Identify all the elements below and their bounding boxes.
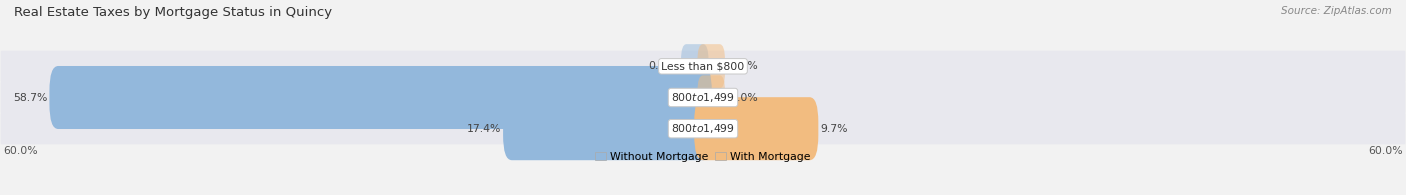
FancyBboxPatch shape [49,66,711,129]
Text: 9.7%: 9.7% [821,124,848,134]
Text: 60.0%: 60.0% [1368,145,1403,156]
Text: 0.0%: 0.0% [731,92,758,103]
FancyBboxPatch shape [681,44,709,89]
Text: 58.7%: 58.7% [13,92,48,103]
Text: 0.0%: 0.0% [731,61,758,71]
FancyBboxPatch shape [0,51,1406,82]
Legend: Without Mortgage, With Mortgage: Without Mortgage, With Mortgage [591,148,815,166]
Text: 0.0%: 0.0% [648,61,675,71]
Text: $800 to $1,499: $800 to $1,499 [671,91,735,104]
Text: Source: ZipAtlas.com: Source: ZipAtlas.com [1281,6,1392,16]
Text: Real Estate Taxes by Mortgage Status in Quincy: Real Estate Taxes by Mortgage Status in … [14,6,332,19]
FancyBboxPatch shape [0,82,1406,113]
FancyBboxPatch shape [695,97,818,160]
FancyBboxPatch shape [0,113,1406,144]
Text: Less than $800: Less than $800 [661,61,745,71]
Text: $800 to $1,499: $800 to $1,499 [671,122,735,135]
FancyBboxPatch shape [697,75,725,120]
FancyBboxPatch shape [697,44,725,89]
Text: 60.0%: 60.0% [3,145,38,156]
Text: 17.4%: 17.4% [467,124,501,134]
FancyBboxPatch shape [503,97,711,160]
